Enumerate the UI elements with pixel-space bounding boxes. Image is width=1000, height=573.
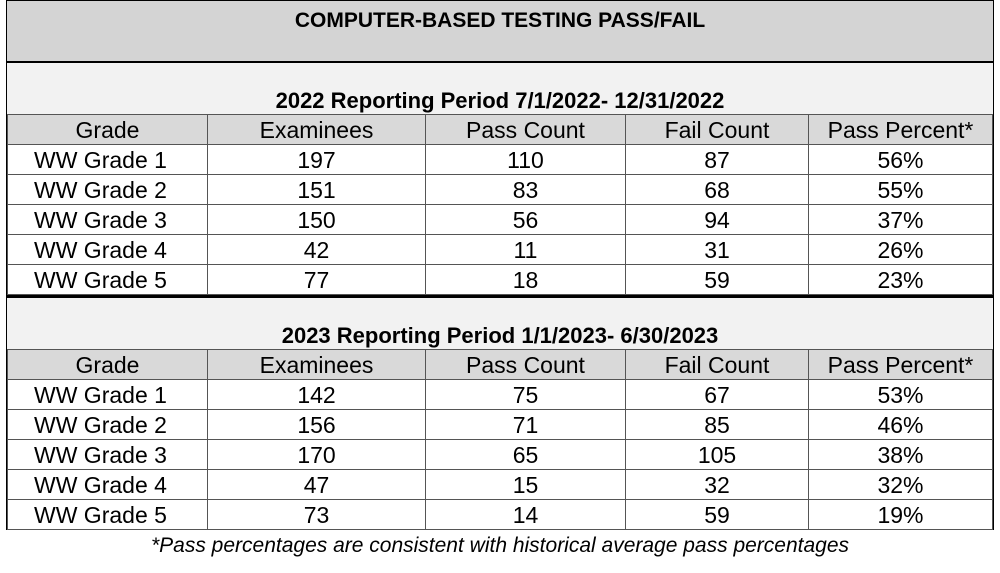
- table-row: WW Grade 1 142 75 67 53%: [7, 379, 993, 410]
- pass-percent-cell: 38%: [808, 439, 993, 470]
- examinees-cell: 142: [207, 379, 426, 410]
- pass-count-cell: 110: [425, 144, 626, 175]
- grade-cell: WW Grade 4: [7, 469, 208, 500]
- pass-percent-cell: 37%: [808, 204, 993, 235]
- pass-count-cell: 56: [425, 204, 626, 235]
- pass-count-cell: 11: [425, 234, 626, 265]
- table-row: WW Grade 4 42 11 31 26%: [7, 234, 993, 265]
- pass-count-cell: 18: [425, 264, 626, 295]
- fail-count-cell: 85: [625, 409, 809, 440]
- table-row: WW Grade 5 73 14 59 19%: [7, 499, 993, 530]
- table-row: WW Grade 5 77 18 59 23%: [7, 264, 993, 295]
- grade-cell: WW Grade 4: [7, 234, 208, 265]
- fail-count-cell: 68: [625, 174, 809, 205]
- grade-cell: WW Grade 3: [7, 204, 208, 235]
- column-header-examinees: Examinees: [207, 114, 426, 145]
- examinees-cell: 42: [207, 234, 426, 265]
- fail-count-cell: 87: [625, 144, 809, 175]
- examinees-cell: 197: [207, 144, 426, 175]
- table-row: WW Grade 2 156 71 85 46%: [7, 409, 993, 440]
- grade-cell: WW Grade 1: [7, 144, 208, 175]
- grade-cell: WW Grade 2: [7, 174, 208, 205]
- period-heading: 2023 Reporting Period 1/1/2023- 6/30/202…: [7, 297, 993, 349]
- pass-count-cell: 15: [425, 469, 626, 500]
- grade-cell: WW Grade 5: [7, 499, 208, 530]
- column-header-pass-count: Pass Count: [425, 349, 626, 380]
- header-row: Grade Examinees Pass Count Fail Count Pa…: [7, 349, 993, 380]
- pass-percent-cell: 26%: [808, 234, 993, 265]
- results-table: Grade Examinees Pass Count Fail Count Pa…: [7, 114, 993, 295]
- column-header-pass-count: Pass Count: [425, 114, 626, 145]
- pass-percent-cell: 19%: [808, 499, 993, 530]
- grade-cell: WW Grade 3: [7, 439, 208, 470]
- table-row: WW Grade 3 170 65 105 38%: [7, 439, 993, 470]
- examinees-cell: 77: [207, 264, 426, 295]
- column-header-fail-count: Fail Count: [625, 349, 809, 380]
- header-row: Grade Examinees Pass Count Fail Count Pa…: [7, 114, 993, 145]
- report-title: COMPUTER-BASED TESTING PASS/FAIL: [6, 0, 994, 62]
- footnote: *Pass percentages are consistent with hi…: [150, 534, 850, 557]
- examinees-cell: 170: [207, 439, 426, 470]
- table-row: WW Grade 2 151 83 68 55%: [7, 174, 993, 205]
- pass-count-cell: 65: [425, 439, 626, 470]
- table-row: WW Grade 1 197 110 87 56%: [7, 144, 993, 175]
- column-header-grade: Grade: [7, 114, 208, 145]
- period-block-2022: 2022 Reporting Period 7/1/2022- 12/31/20…: [6, 62, 994, 295]
- fail-count-cell: 67: [625, 379, 809, 410]
- period-heading: 2022 Reporting Period 7/1/2022- 12/31/20…: [7, 62, 993, 114]
- examinees-cell: 156: [207, 409, 426, 440]
- column-header-pass-percent: Pass Percent*: [808, 114, 993, 145]
- grade-cell: WW Grade 5: [7, 264, 208, 295]
- table-row: WW Grade 4 47 15 32 32%: [7, 469, 993, 500]
- fail-count-cell: 59: [625, 264, 809, 295]
- table-row: WW Grade 3 150 56 94 37%: [7, 204, 993, 235]
- period-block-2023: 2023 Reporting Period 1/1/2023- 6/30/202…: [6, 295, 994, 530]
- pass-count-cell: 14: [425, 499, 626, 530]
- grade-cell: WW Grade 1: [7, 379, 208, 410]
- results-table: Grade Examinees Pass Count Fail Count Pa…: [7, 349, 993, 530]
- fail-count-cell: 94: [625, 204, 809, 235]
- pass-count-cell: 83: [425, 174, 626, 205]
- fail-count-cell: 31: [625, 234, 809, 265]
- fail-count-cell: 59: [625, 499, 809, 530]
- pass-percent-cell: 32%: [808, 469, 993, 500]
- column-header-grade: Grade: [7, 349, 208, 380]
- examinees-cell: 73: [207, 499, 426, 530]
- pass-percent-cell: 46%: [808, 409, 993, 440]
- column-header-fail-count: Fail Count: [625, 114, 809, 145]
- pass-percent-cell: 53%: [808, 379, 993, 410]
- examinees-cell: 150: [207, 204, 426, 235]
- pass-percent-cell: 23%: [808, 264, 993, 295]
- examinees-cell: 151: [207, 174, 426, 205]
- pass-count-cell: 71: [425, 409, 626, 440]
- fail-count-cell: 32: [625, 469, 809, 500]
- column-header-pass-percent: Pass Percent*: [808, 349, 993, 380]
- examinees-cell: 47: [207, 469, 426, 500]
- pass-percent-cell: 56%: [808, 144, 993, 175]
- column-header-examinees: Examinees: [207, 349, 426, 380]
- pass-fail-report: COMPUTER-BASED TESTING PASS/FAIL 2022 Re…: [6, 0, 994, 559]
- pass-count-cell: 75: [425, 379, 626, 410]
- pass-percent-cell: 55%: [808, 174, 993, 205]
- grade-cell: WW Grade 2: [7, 409, 208, 440]
- fail-count-cell: 105: [625, 439, 809, 470]
